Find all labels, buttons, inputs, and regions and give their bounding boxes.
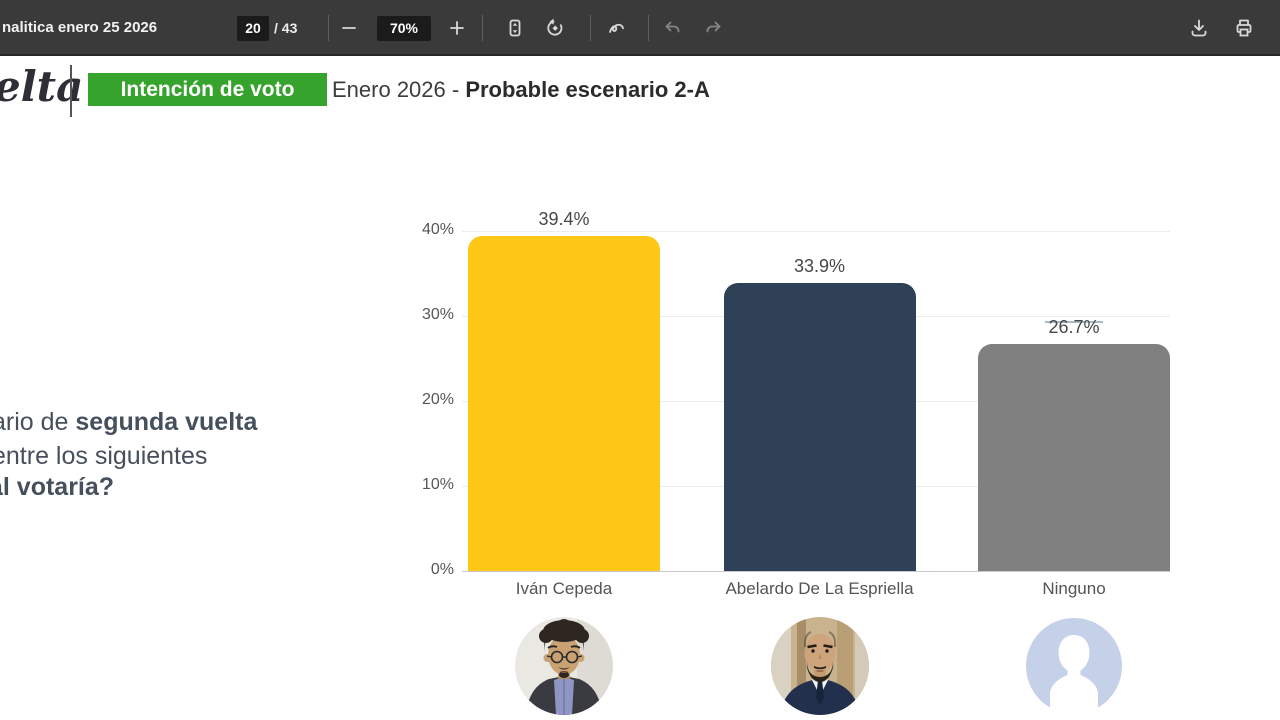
redo-button[interactable] bbox=[702, 17, 724, 39]
draw-squiggle-icon bbox=[609, 23, 624, 33]
toolbar-separator bbox=[482, 15, 483, 41]
rotate-counterclockwise-icon bbox=[547, 18, 563, 36]
toolbar-separator bbox=[648, 15, 649, 41]
minus-icon bbox=[342, 27, 356, 29]
question-line-1-bold: segunda vuelta bbox=[75, 408, 258, 436]
gridline bbox=[462, 231, 1170, 232]
ivan-cepeda-avatar bbox=[515, 617, 613, 715]
toolbar-separator bbox=[590, 15, 591, 41]
x-category-label: Abelardo De La Espriella bbox=[725, 579, 914, 598]
download-button[interactable] bbox=[1188, 17, 1210, 39]
y-axis-tick-label: 20% bbox=[421, 391, 454, 408]
value-overline-marker bbox=[1045, 321, 1103, 324]
question-line-2: entre los siguientes bbox=[0, 442, 208, 470]
plus-icon bbox=[450, 21, 464, 35]
brand-logo-text: elta bbox=[0, 62, 84, 111]
page-total-label: / 43 bbox=[274, 20, 298, 36]
bar-value-label: 26.7% bbox=[1048, 317, 1100, 338]
bar-2 bbox=[978, 344, 1170, 571]
bar-1 bbox=[723, 282, 916, 571]
y-axis-tick-label: 30% bbox=[421, 306, 454, 323]
question-line-1-regular: ario de bbox=[0, 408, 76, 436]
ninguno-placeholder-avatar bbox=[1025, 617, 1123, 715]
bar-value-label: 39.4% bbox=[538, 209, 590, 230]
redo-icon bbox=[706, 21, 721, 33]
question-line-3: ál votaría? bbox=[0, 473, 115, 501]
pdf-viewer-toolbar: nalitica enero 25 2026 20 / 43 70% bbox=[0, 0, 1280, 56]
print-button[interactable] bbox=[1233, 17, 1255, 39]
document-title: nalitica enero 25 2026 bbox=[2, 19, 158, 36]
abelardo-de-la-espriella-photo bbox=[771, 617, 869, 715]
page-number-input[interactable]: 20 bbox=[237, 16, 269, 41]
header-divider bbox=[70, 65, 72, 117]
slide-title-bold: Probable escenario 2-A bbox=[465, 77, 710, 102]
rotate-button[interactable] bbox=[544, 17, 566, 39]
x-category-label: Ninguno bbox=[1042, 579, 1106, 598]
zoom-in-button[interactable] bbox=[446, 17, 468, 39]
zoom-out-button[interactable] bbox=[338, 17, 360, 39]
toolbar-separator bbox=[328, 15, 329, 41]
undo-button[interactable] bbox=[662, 17, 684, 39]
y-axis-tick-label: 0% bbox=[430, 561, 454, 578]
abelardo-de-la-espriella-avatar bbox=[771, 617, 869, 715]
slide-title: Enero 2026 - Probable escenario 2-A bbox=[332, 73, 710, 106]
question-line-1: ario de segunda vuelta bbox=[0, 408, 257, 437]
undo-icon bbox=[665, 21, 680, 33]
gridline bbox=[462, 571, 1170, 572]
draw-annotate-button[interactable] bbox=[606, 17, 628, 39]
y-axis-tick-label: 10% bbox=[421, 476, 454, 493]
ivan-cepeda-photo bbox=[515, 617, 613, 715]
x-category-label: Iván Cepeda bbox=[515, 579, 613, 598]
person-silhouette-placeholder-icon bbox=[1026, 618, 1122, 715]
zoom-level-input[interactable]: 70% bbox=[377, 16, 431, 41]
bar-0 bbox=[468, 236, 660, 571]
y-axis-tick-label: 40% bbox=[421, 221, 454, 238]
print-icon bbox=[1236, 19, 1252, 37]
fit-to-page-icon bbox=[509, 19, 521, 37]
bar-value-label: 33.9% bbox=[793, 255, 846, 276]
slide-title-regular: Enero 2026 - bbox=[332, 77, 466, 102]
fit-to-page-button[interactable] bbox=[504, 17, 526, 39]
download-icon bbox=[1191, 19, 1207, 37]
slide-title-highlight: Intención de voto bbox=[88, 73, 327, 106]
